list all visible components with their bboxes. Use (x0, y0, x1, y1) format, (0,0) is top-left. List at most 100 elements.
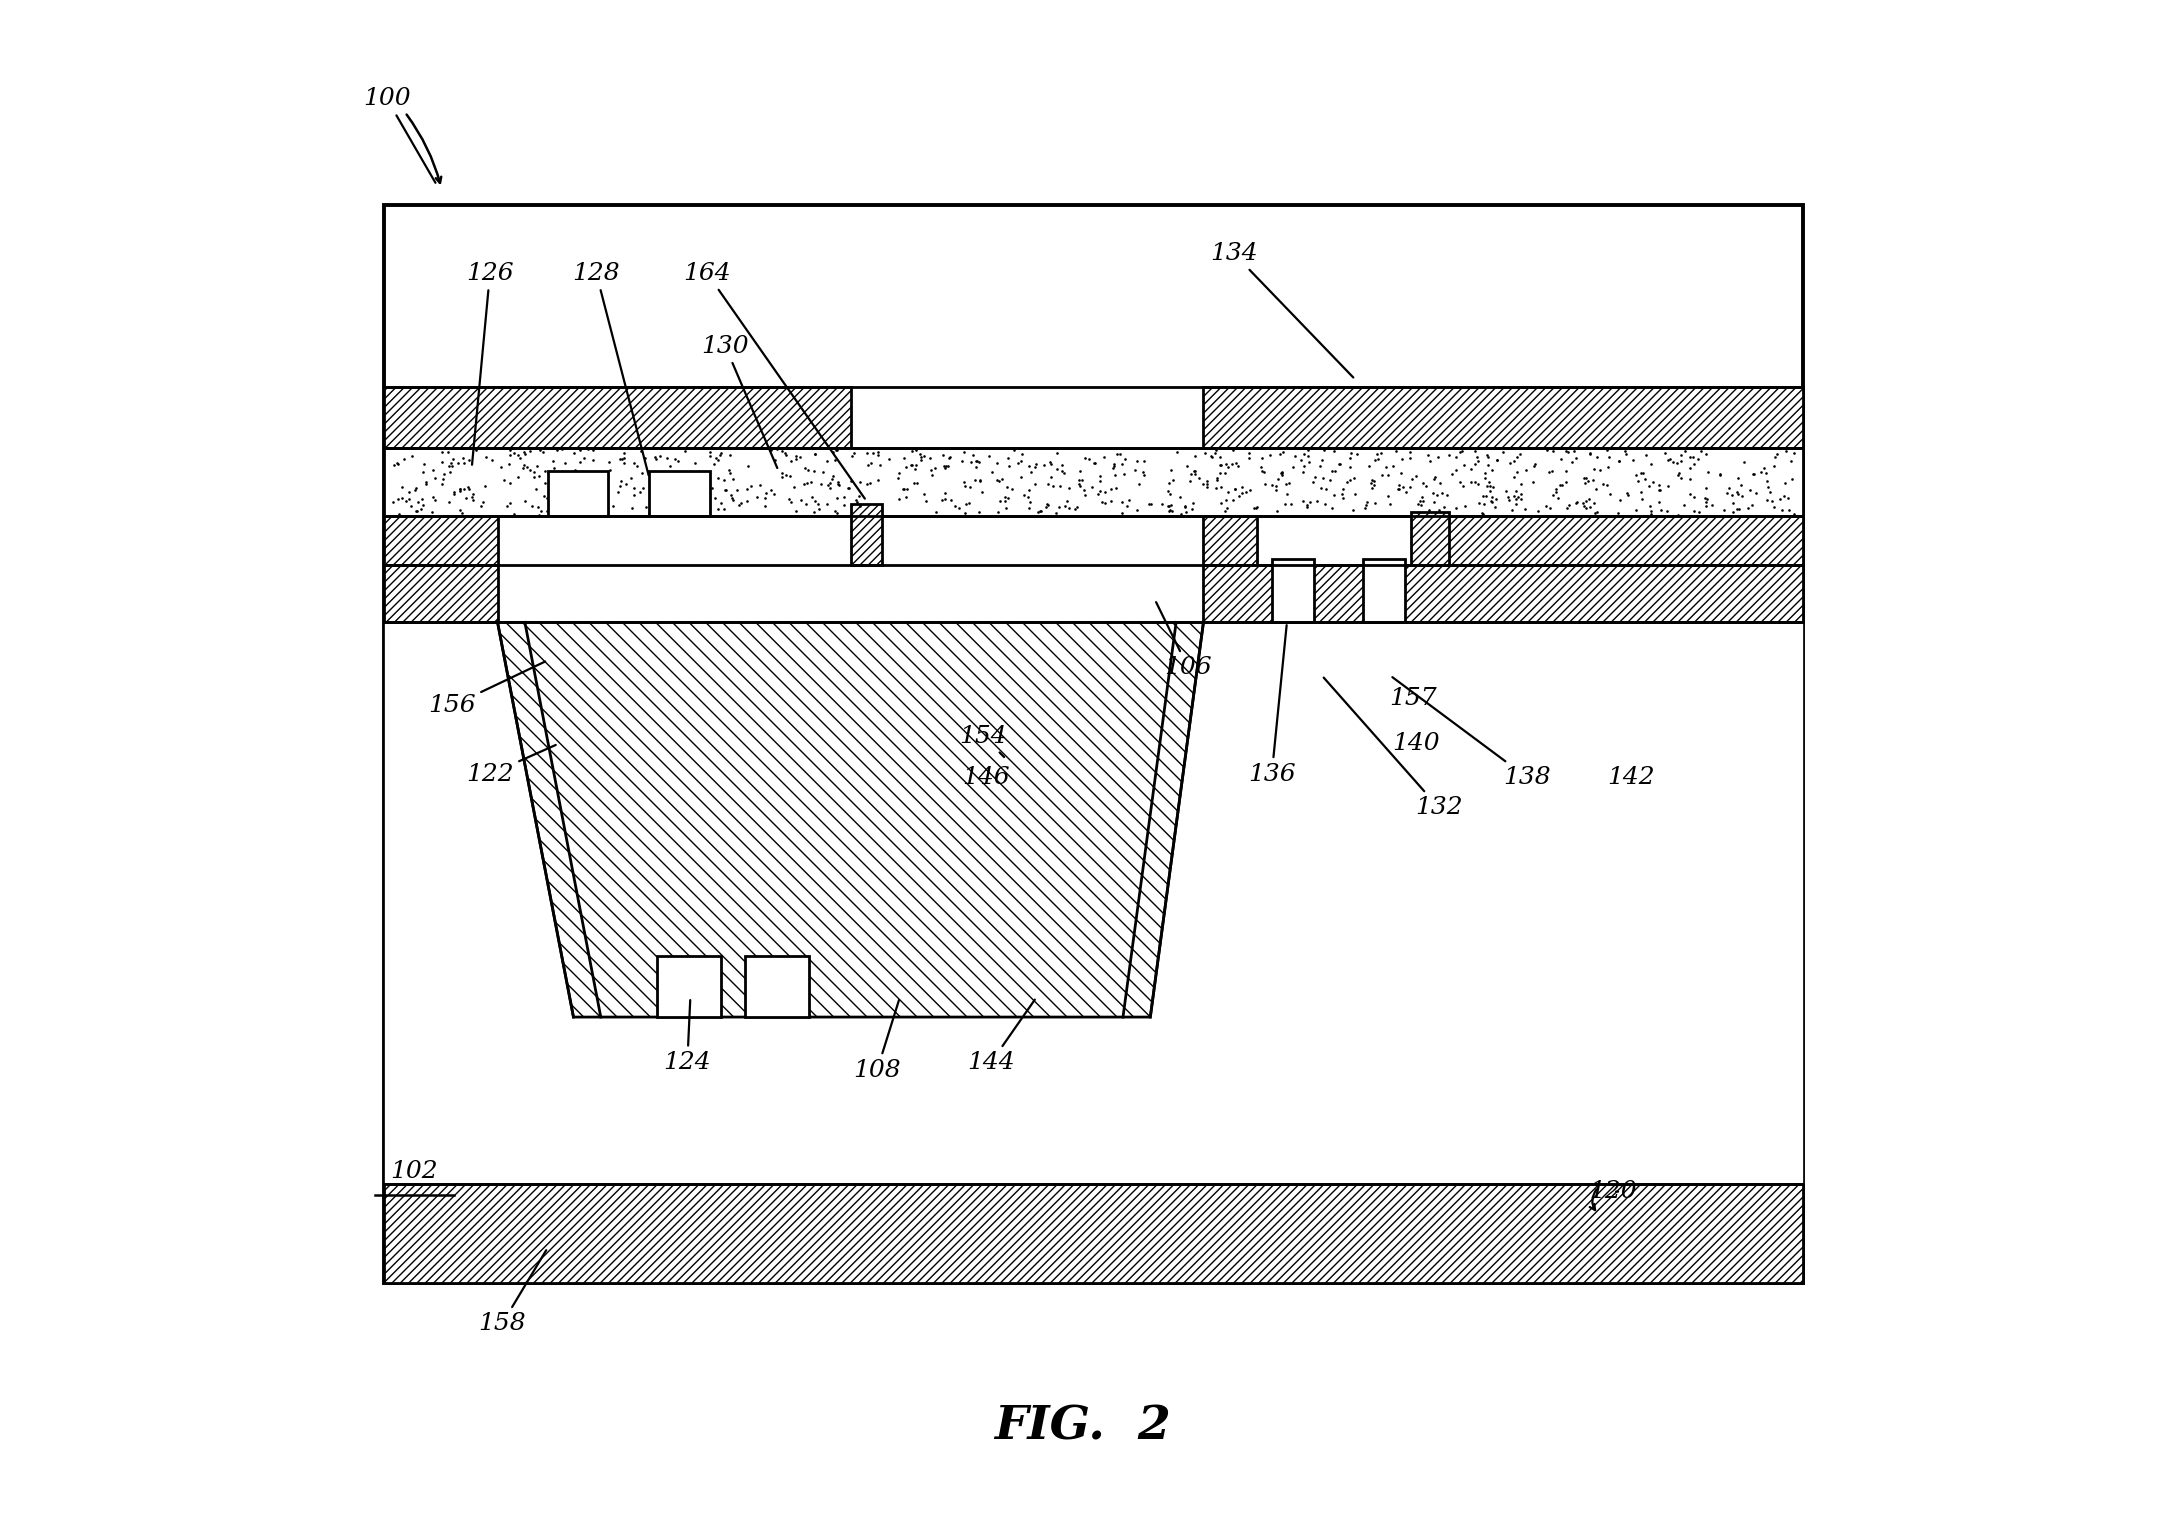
Point (948, 501, 982, 525)
Point (725, 490, 760, 515)
Point (850, 472, 885, 496)
Point (1448, 495, 1482, 519)
Point (658, 463, 692, 487)
Point (1627, 468, 1662, 492)
Point (606, 451, 641, 475)
Point (695, 477, 729, 501)
Point (1127, 448, 1162, 472)
Bar (1203, 387, 1803, 448)
Point (658, 484, 692, 509)
Point (1337, 481, 1372, 505)
Point (1396, 468, 1430, 492)
Point (948, 492, 982, 516)
Point (1664, 466, 1699, 490)
Point (1162, 484, 1197, 509)
Point (961, 449, 995, 474)
Point (1034, 452, 1069, 477)
Point (1495, 465, 1530, 489)
Point (898, 457, 933, 481)
Point (558, 457, 593, 481)
Point (1019, 452, 1054, 477)
Point (1058, 496, 1093, 521)
Point (937, 493, 972, 518)
Point (1478, 486, 1513, 510)
Point (522, 495, 556, 519)
Point (710, 478, 744, 502)
Point (742, 472, 777, 496)
Point (591, 468, 625, 492)
Point (502, 465, 537, 489)
Text: 157: 157 (1389, 686, 1437, 710)
Point (1508, 458, 1543, 483)
Point (658, 481, 692, 505)
Bar (383, 565, 498, 622)
Point (1461, 492, 1495, 516)
Point (398, 499, 433, 524)
Point (1411, 498, 1446, 522)
Point (1082, 469, 1117, 493)
Bar (383, 448, 1803, 516)
Point (809, 449, 844, 474)
Point (1324, 483, 1359, 507)
Point (1071, 448, 1106, 472)
Point (718, 478, 753, 502)
Point (1110, 493, 1145, 518)
Point (1290, 493, 1324, 518)
Point (645, 466, 679, 490)
Point (820, 437, 855, 461)
Point (1370, 463, 1404, 487)
Point (1348, 496, 1383, 521)
Point (1264, 460, 1298, 484)
Point (1738, 461, 1772, 486)
Point (1556, 449, 1591, 474)
Point (1190, 475, 1225, 499)
Point (1355, 468, 1389, 492)
Point (863, 452, 898, 477)
Point (1422, 498, 1456, 522)
Point (1688, 493, 1723, 518)
Point (1199, 477, 1233, 501)
Point (1660, 502, 1694, 527)
Point (1495, 449, 1530, 474)
Text: 140: 140 (1391, 732, 1439, 756)
Point (1030, 492, 1065, 516)
Point (705, 468, 740, 492)
Point (1688, 490, 1723, 515)
Point (961, 499, 995, 524)
Point (1474, 480, 1508, 504)
Point (1314, 496, 1348, 521)
Point (567, 446, 602, 471)
Point (424, 449, 459, 474)
Point (491, 452, 526, 477)
Point (1465, 483, 1500, 507)
Point (1337, 466, 1372, 490)
Point (1398, 465, 1433, 489)
Point (855, 451, 889, 475)
Point (889, 455, 924, 480)
Point (1032, 451, 1067, 475)
Point (1370, 484, 1404, 509)
Point (543, 477, 578, 501)
Point (861, 440, 896, 465)
Point (1534, 458, 1569, 483)
Point (467, 474, 502, 498)
Point (991, 446, 1026, 471)
Point (446, 451, 480, 475)
Point (1216, 489, 1251, 513)
Point (1011, 496, 1045, 521)
Point (1681, 499, 1716, 524)
Point (405, 486, 439, 510)
Point (418, 466, 452, 490)
Point (788, 455, 822, 480)
Point (1573, 442, 1608, 466)
Point (450, 475, 485, 499)
Point (528, 471, 563, 495)
Point (1270, 481, 1305, 505)
Point (1060, 472, 1095, 496)
Text: 156: 156 (428, 662, 545, 718)
Point (775, 449, 809, 474)
Point (703, 443, 738, 468)
Point (1229, 480, 1264, 504)
Point (578, 478, 612, 502)
Point (801, 492, 835, 516)
